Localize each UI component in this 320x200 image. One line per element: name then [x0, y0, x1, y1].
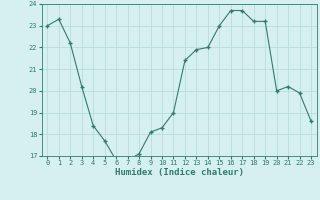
- X-axis label: Humidex (Indice chaleur): Humidex (Indice chaleur): [115, 168, 244, 177]
